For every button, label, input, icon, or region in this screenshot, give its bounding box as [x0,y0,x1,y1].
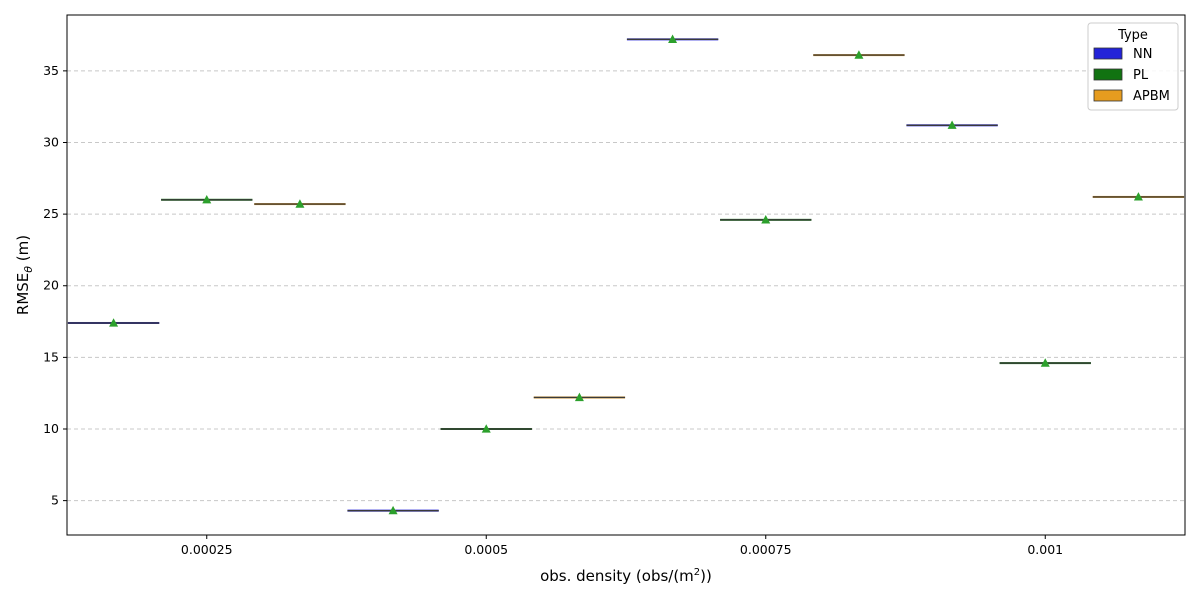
legend-label-pl: PL [1133,68,1149,83]
box-marks [67,34,1185,515]
legend-label-nn: NN [1133,47,1152,62]
y-tick-label: 25 [43,206,59,221]
y-tick-label: 15 [43,349,59,364]
mean-marker-nn [947,120,957,129]
mean-marker-pl [1040,358,1050,367]
y-axis-label-subscript: θ [22,266,35,273]
mean-marker-nn [668,34,678,43]
plot-area-frame [66,14,1186,536]
mean-marker-apbm [1133,192,1143,201]
y-tick-label: 30 [43,134,59,149]
legend-label-apbm: APBM [1133,89,1170,104]
mean-marker-apbm [295,199,305,208]
x-tick-label: 0.0005 [464,542,508,557]
legend-swatch-nn [1093,47,1123,60]
legend-swatch-apbm [1093,89,1123,102]
x-tick-label: 0.001 [1027,542,1063,557]
mean-marker-nn [388,505,398,515]
mean-marker-pl [761,215,771,224]
legend-title: Type [1117,28,1148,43]
mean-marker-pl [481,424,491,433]
x-tick-label: 0.00025 [181,542,233,557]
y-axis: 5 10 15 20 25 30 35 [43,63,67,508]
y-tick-label: 35 [43,63,59,78]
x-axis-label-superscript: 2 [694,567,700,578]
y-tick-label: 10 [43,421,59,436]
x-tick-label: 0.00075 [740,542,792,557]
y-axis-label: RMSEθ (m) [14,235,35,315]
x-axis: 0.00025 0.0005 0.00075 0.001 [181,535,1063,557]
y-tick-label: 20 [43,278,59,293]
x-axis-label: obs. density (obs/(m2)) [540,567,712,585]
mean-marker-apbm [854,50,864,59]
mean-marker-nn [109,318,119,327]
grid-lines [67,70,1185,502]
legend-swatch-pl [1093,68,1123,81]
legend: Type NN PL APBM [1087,22,1179,111]
y-tick-label: 5 [51,493,59,508]
mean-marker-apbm [574,392,584,402]
mean-marker-pl [202,194,212,204]
legend-box [1087,22,1179,111]
